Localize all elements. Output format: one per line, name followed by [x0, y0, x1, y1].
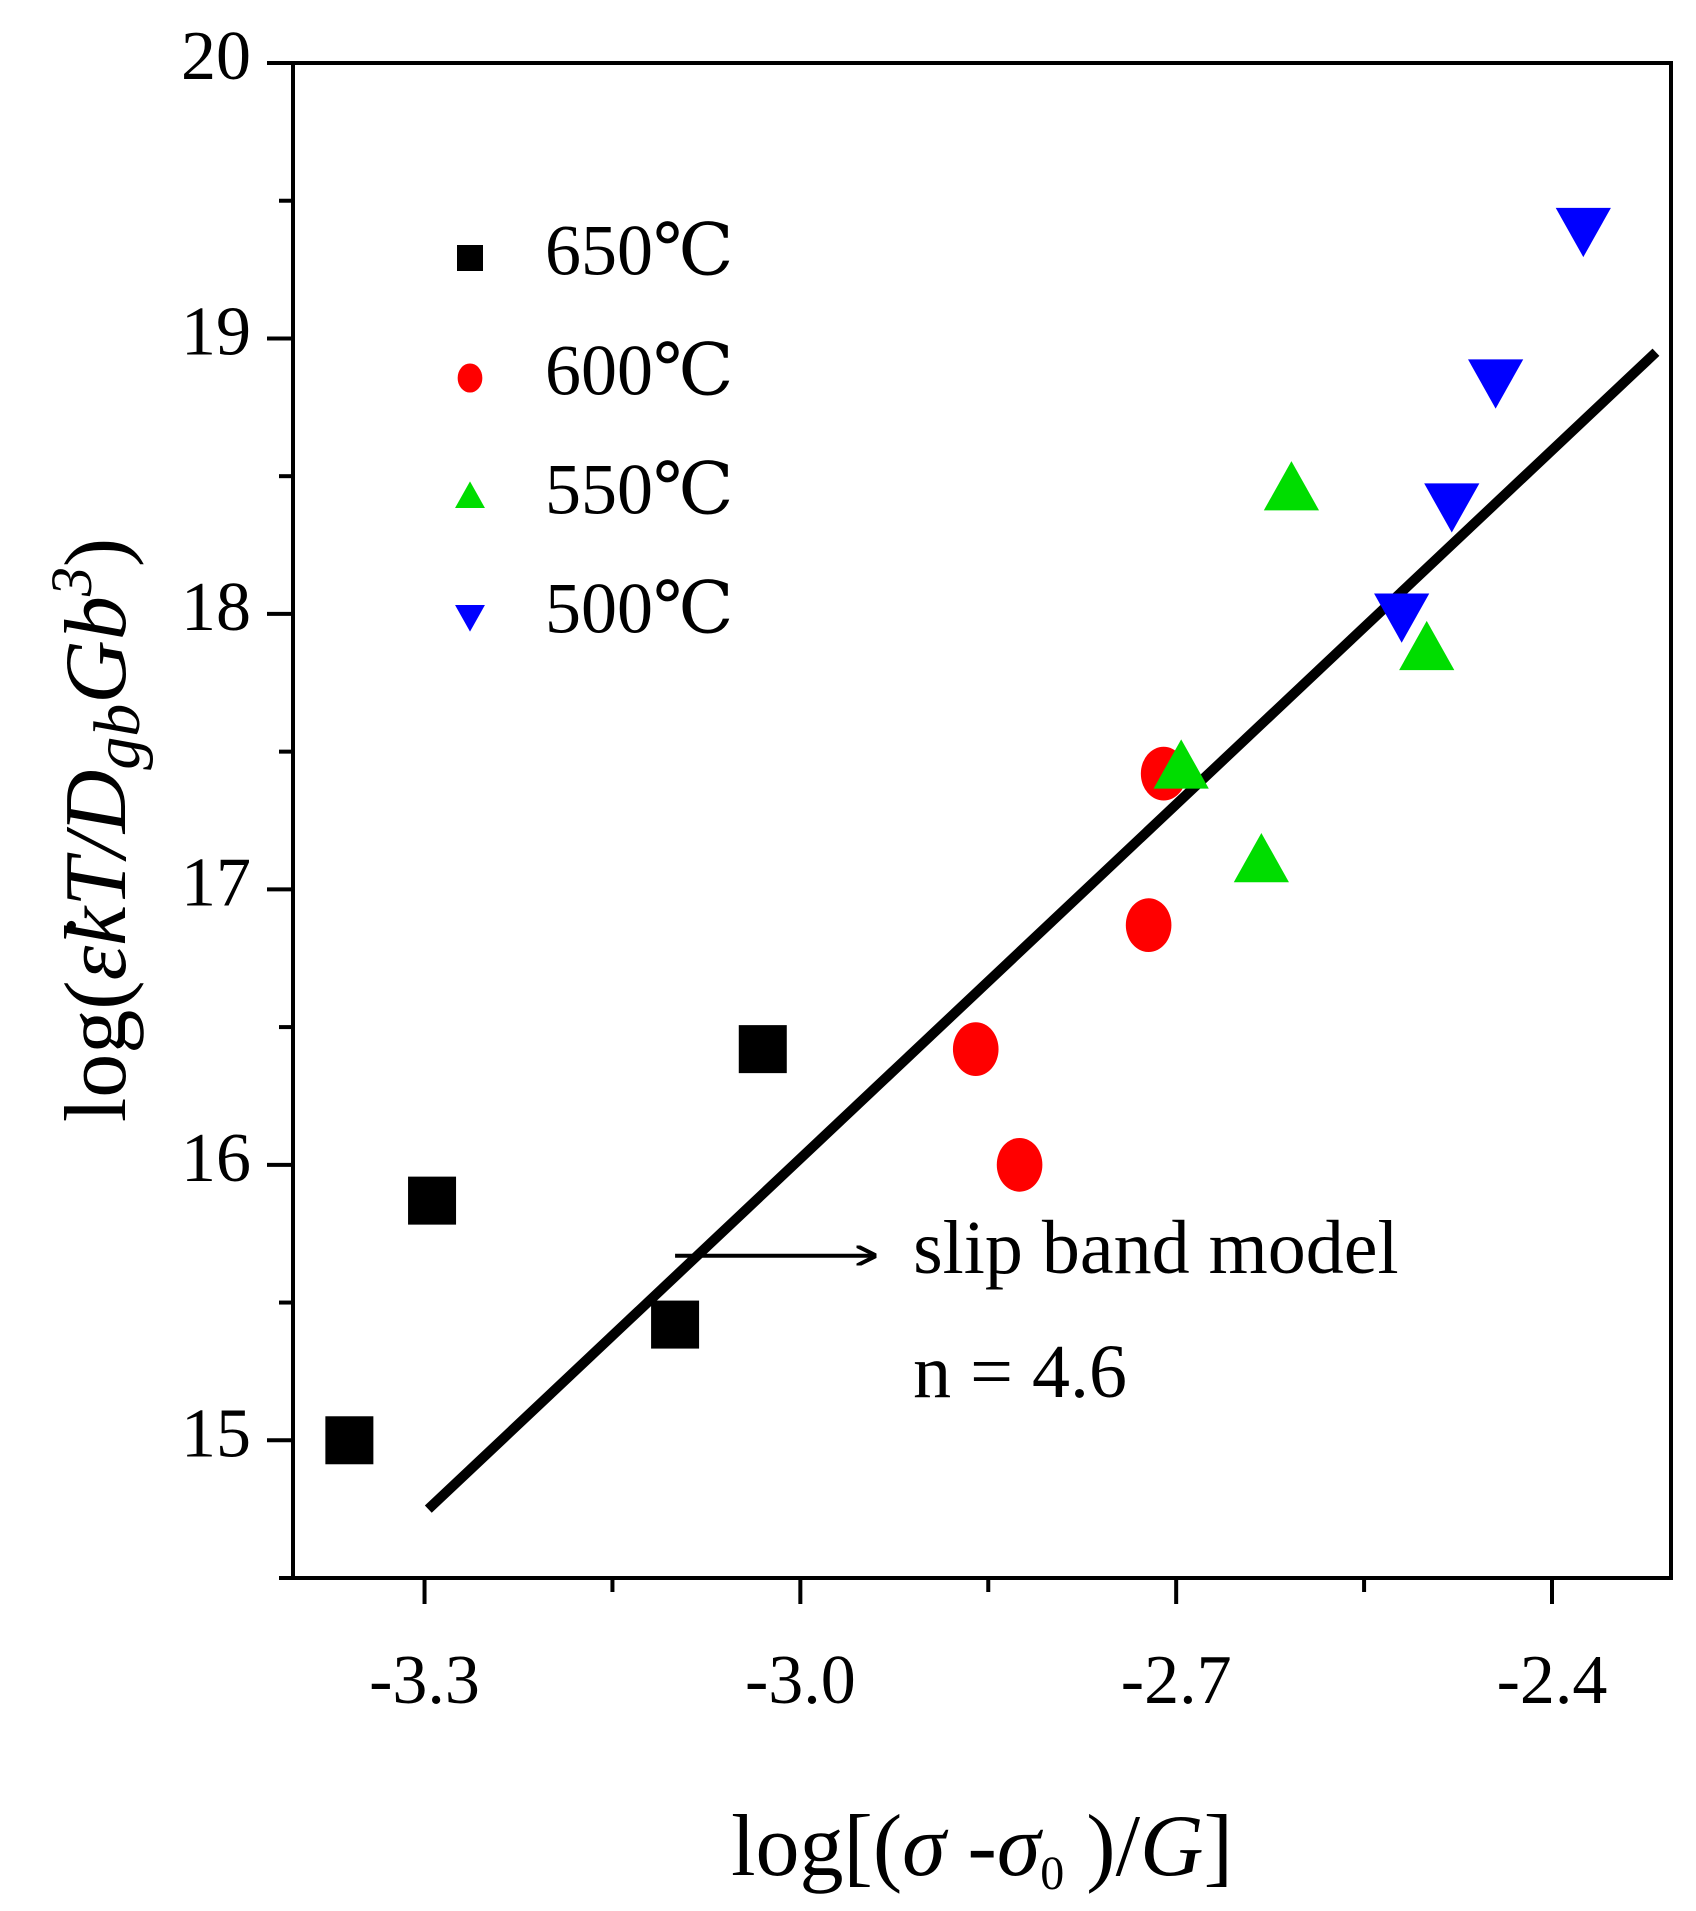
x-axis-label: log[(σ -σ0 )/G]: [731, 1798, 1233, 1900]
data-point-triangle-down: [1468, 359, 1524, 409]
legend: 650℃ 600℃ 550℃ 500℃: [455, 211, 734, 649]
fit-line: [424, 348, 1660, 1513]
plot-frame: [291, 61, 1673, 1580]
y-tick-label: 15: [181, 1395, 251, 1472]
data-point-triangle-up: [1233, 833, 1289, 883]
legend-label: 600℃: [545, 331, 734, 411]
data-points: [325, 207, 1611, 1465]
legend-label: 500℃: [545, 569, 734, 649]
y-axis-label: log(ε̇kT/DgbGb3): [39, 538, 154, 1122]
data-point-square: [738, 1025, 787, 1074]
legend-label: 550℃: [545, 450, 734, 530]
y-tick-label: 18: [181, 569, 251, 646]
x-tick-label: -3.3: [369, 1642, 480, 1719]
annotation-slip-band-model: slip band model: [913, 1206, 1399, 1290]
x-tick-label: -2.4: [1497, 1642, 1608, 1719]
axis-tick-labels: -3.3 -3.0 -2.7 -2.4 15 16 17 18 19 20: [181, 18, 1607, 1719]
data-point-triangle-up: [1153, 739, 1209, 789]
legend-label: 650℃: [545, 211, 734, 291]
x-tick-label: -2.7: [1121, 1642, 1232, 1719]
legend-marker-triangle-down: [455, 604, 485, 632]
data-point-square: [325, 1416, 374, 1465]
y-tick-label: 17: [181, 844, 251, 921]
data-point-circle: [996, 1137, 1043, 1192]
legend-marker-triangle-up: [455, 481, 485, 509]
y-tick-label: 19: [181, 294, 251, 371]
axis-ticks: [267, 61, 1554, 1604]
y-tick-label: 16: [181, 1120, 251, 1197]
legend-marker-circle: [457, 363, 483, 393]
x-tick-label: -3.0: [745, 1642, 856, 1719]
data-point-triangle-down: [1555, 207, 1611, 258]
data-point-circle: [952, 1022, 999, 1077]
annotation-n-value: n = 4.6: [913, 1330, 1127, 1414]
data-point-triangle-up: [1399, 620, 1455, 671]
data-point-triangle-down: [1374, 593, 1430, 643]
y-tick-label: 20: [181, 18, 251, 95]
data-point-triangle-up: [1263, 461, 1320, 511]
data-point-square: [408, 1176, 457, 1225]
data-point-triangle-down: [1424, 483, 1480, 533]
data-point-circle: [1125, 898, 1172, 953]
data-point-square: [651, 1300, 700, 1349]
legend-marker-square: [457, 245, 483, 271]
